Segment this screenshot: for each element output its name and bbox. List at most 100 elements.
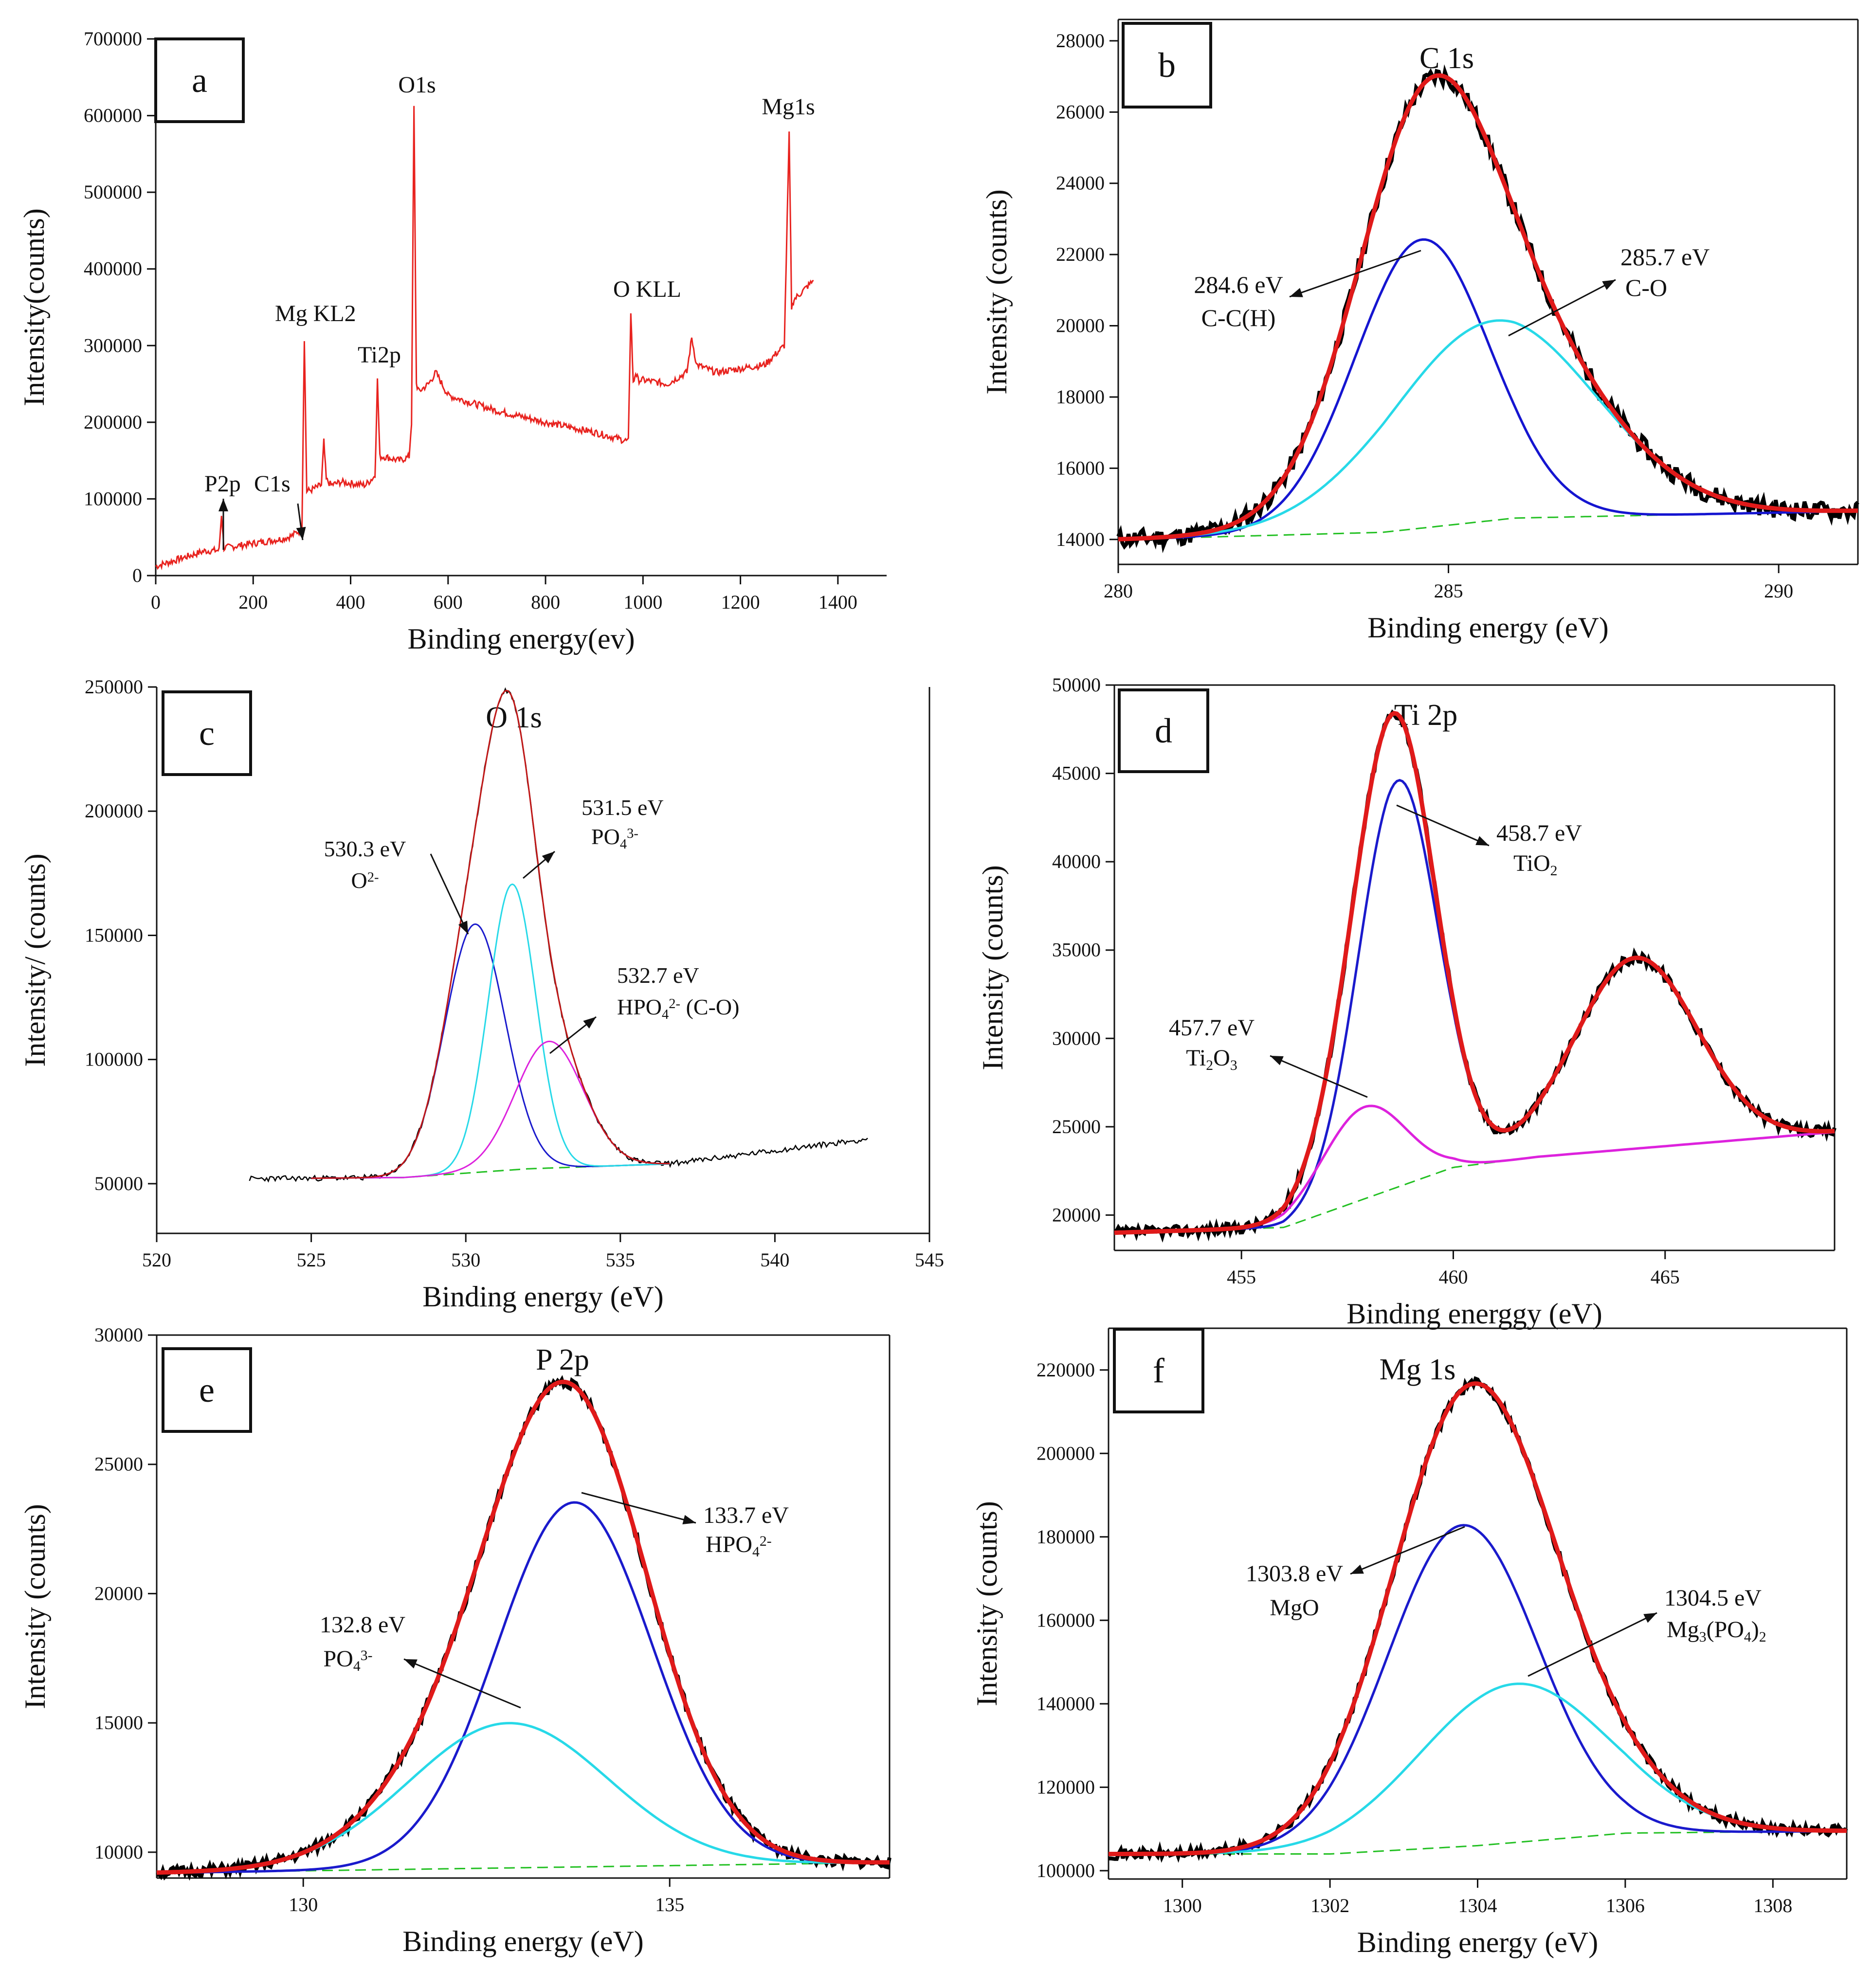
peak-label: 284.6 eV xyxy=(1194,271,1283,298)
label-part: HPO xyxy=(706,1532,752,1557)
peak-arrow xyxy=(403,1658,521,1709)
x-axis-title: Binding energy (eV) xyxy=(1357,1926,1598,1958)
panel-e-axes: 130 135 10000 15000 20000 25000 30000 Binding e… xyxy=(19,1324,891,1957)
x-axis-title: Binding energgy (eV) xyxy=(1346,1298,1602,1330)
label-part: TiO xyxy=(1513,850,1550,876)
label-part: 4 xyxy=(353,1658,361,1674)
y-tick-label: 28000 xyxy=(1056,30,1105,52)
y-tick-label: 20000 xyxy=(94,1582,143,1604)
label-part: HPO xyxy=(617,994,662,1019)
raw-data-series xyxy=(249,687,868,1183)
label-part: 3- xyxy=(361,1647,373,1663)
panel-f-axes: 1300 1302 1304 1306 1308 100000 120000 140000 16… xyxy=(971,1327,1848,1958)
panel-letter-box xyxy=(154,37,245,123)
arrow-head xyxy=(1475,836,1489,846)
y-tick-label: 24000 xyxy=(1056,172,1105,194)
peak-arrow xyxy=(1396,804,1490,847)
x-axis-title: Binding energy (eV) xyxy=(422,1281,663,1313)
x-tick-label: 525 xyxy=(297,1249,326,1271)
envelope-series xyxy=(156,1379,890,1875)
y-tick-label: 15000 xyxy=(94,1712,143,1734)
y-tick-label: 250000 xyxy=(85,676,143,698)
survey-peak-label: Mg1s xyxy=(762,94,815,120)
survey-spectrum-series xyxy=(155,106,814,571)
label-part: 4 xyxy=(662,1007,669,1022)
envelope-series xyxy=(1109,1381,1847,1856)
component-peak-1 xyxy=(1109,1682,1847,1855)
peak-label: 458.7 eV xyxy=(1496,820,1582,846)
y-tick-label: 20000 xyxy=(1052,1204,1101,1226)
label-part: 4 xyxy=(620,837,627,852)
peak-sublabel: C-C(H) xyxy=(1201,304,1276,331)
arrow-head xyxy=(1290,288,1303,297)
label-part: (PO xyxy=(1707,1617,1744,1643)
peak-arrow xyxy=(1350,1526,1465,1575)
panel-d-axes: 455 460 465 20000 25000 30000 35000 40000 45000 5… xyxy=(977,674,1836,1330)
x-tick-label: 535 xyxy=(606,1249,635,1271)
x-tick-label: 1200 xyxy=(721,591,760,613)
peak-sublabel: C-O xyxy=(1625,274,1667,301)
peak-sublabel: O2- xyxy=(351,868,379,893)
y-tick-label: 200000 xyxy=(85,800,143,822)
x-tick-label: 135 xyxy=(655,1894,684,1916)
y-tick-label: 160000 xyxy=(1037,1609,1095,1631)
survey-peak-label: O KLL xyxy=(613,276,681,302)
label-part: Mg xyxy=(1667,1617,1699,1643)
label-part: 3- xyxy=(627,826,638,841)
y-tick-label: 180000 xyxy=(1037,1526,1095,1548)
x-tick-label: 545 xyxy=(915,1249,944,1271)
component-peak-1 xyxy=(1114,1104,1835,1234)
panel-letter-box xyxy=(1113,1328,1204,1413)
x-tick-label: 460 xyxy=(1438,1266,1468,1288)
x-tick-label: 1000 xyxy=(623,591,662,613)
envelope-series xyxy=(1118,73,1858,542)
panel-c-axes: 520 525 530 535 540 545 50000 100000 150000 20000… xyxy=(19,676,944,1313)
baseline-series xyxy=(1114,1131,1835,1234)
y-tick-label: 25000 xyxy=(94,1453,143,1475)
x-tick-label: 1302 xyxy=(1310,1895,1349,1916)
y-tick-label: 18000 xyxy=(1056,386,1105,408)
envelope-series xyxy=(311,689,670,1179)
x-tick-label: 400 xyxy=(336,591,365,613)
y-tick-label: 100000 xyxy=(1037,1860,1095,1881)
component-peak-0 xyxy=(311,923,670,1179)
label-part: (C-O) xyxy=(680,994,739,1019)
arrow-head xyxy=(1602,280,1616,290)
x-tick-label: 280 xyxy=(1104,580,1133,602)
arrow-head xyxy=(458,921,468,934)
arrow-head xyxy=(583,1017,596,1029)
raw-data-series xyxy=(156,1375,891,1881)
label-part: ) xyxy=(1751,1617,1759,1643)
y-axis-title: Intensity (counts) xyxy=(981,189,1013,395)
x-tick-label: 600 xyxy=(434,591,463,613)
x-tick-label: 800 xyxy=(531,591,560,613)
y-tick-label: 26000 xyxy=(1056,101,1105,123)
panel-title: P 2p xyxy=(536,1343,589,1376)
panel-f-curves: 1303.8 eV MgO 1304.5 eV Mg3(PO4)2 xyxy=(1108,1376,1848,1863)
x-tick-label: 1304 xyxy=(1458,1895,1497,1916)
y-tick-label: 25000 xyxy=(1052,1116,1101,1138)
survey-peak-label: P2p xyxy=(204,471,241,497)
peak-sublabel: PO43- xyxy=(591,824,638,852)
label-part: O xyxy=(1213,1045,1230,1071)
panel-letter: b xyxy=(1158,46,1176,85)
raw-data-series xyxy=(1114,709,1837,1243)
label-part: 3 xyxy=(1230,1057,1237,1073)
peak-sublabel: Mg3(PO4)2 xyxy=(1667,1617,1766,1645)
x-tick-label: 540 xyxy=(760,1249,789,1271)
x-axis-title: Binding energy(ev) xyxy=(407,623,635,655)
x-tick-label: 520 xyxy=(142,1249,171,1271)
label-part: PO xyxy=(323,1646,353,1672)
y-axis-title: Intensity(counts) xyxy=(18,208,50,406)
peak-label: 1303.8 eV xyxy=(1246,1561,1343,1587)
survey-peak-label: Ti2p xyxy=(358,342,401,368)
y-tick-label: 30000 xyxy=(94,1324,143,1346)
envelope-series xyxy=(1114,711,1835,1235)
x-tick-label: 1400 xyxy=(818,591,857,613)
label-part: 2 xyxy=(1759,1629,1766,1645)
y-tick-label: 300000 xyxy=(84,334,142,356)
arrow-head xyxy=(404,1659,418,1669)
